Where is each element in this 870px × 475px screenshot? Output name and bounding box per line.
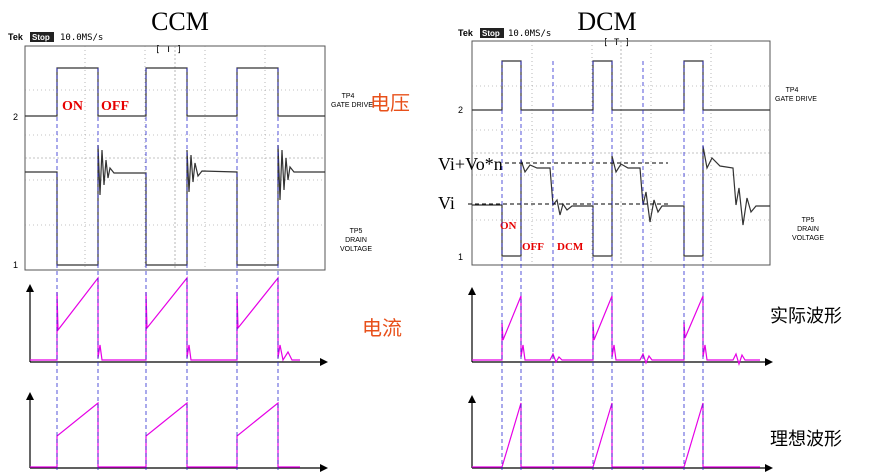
ideal-waveform-label: 理想波形 bbox=[770, 429, 842, 449]
dcm-time-bracket: [ T ] bbox=[603, 38, 630, 48]
voltage-label: 电压 bbox=[370, 92, 410, 115]
ccm-time-bracket: [ T ] bbox=[155, 45, 182, 55]
dcm-stop-label: Stop bbox=[482, 29, 500, 38]
ccm-ch2-marker: 2 bbox=[13, 112, 18, 122]
ccm-gate-trace bbox=[25, 67, 325, 117]
dcm-title: DCM bbox=[577, 7, 636, 36]
vi-vo-label: Vi+Vo*n bbox=[438, 154, 503, 174]
dcm-gate-tp: TP4 bbox=[786, 87, 799, 94]
dcm-drain-l1: DRAIN bbox=[797, 226, 819, 233]
dcm-phase-label: DCM bbox=[557, 241, 584, 253]
dcm-scope-header: Tek Stop 10.0MS/s [ T ] bbox=[458, 28, 630, 48]
ccm-on-label: ON bbox=[62, 99, 83, 114]
ccm-drain-tp: TP5 bbox=[350, 228, 363, 235]
current-label: 电流 bbox=[362, 317, 402, 340]
actual-waveform-label: 实际波形 bbox=[770, 306, 842, 326]
dcm-guides bbox=[501, 61, 704, 470]
ccm-drain-l1: DRAIN bbox=[345, 237, 367, 244]
ccm-drain-trace bbox=[25, 144, 325, 266]
ccm-sample-rate: 10.0MS/s bbox=[60, 33, 103, 43]
dcm-actual-current bbox=[468, 287, 773, 366]
ccm-panel: CCM Tek Stop 10.0MS/s [ T ] 2 1 bbox=[8, 7, 410, 472]
dcm-drain-l2: VOLTAGE bbox=[792, 235, 824, 242]
dcm-on-label: ON bbox=[500, 220, 517, 232]
dcm-sample-rate: 10.0MS/s bbox=[508, 29, 551, 39]
dcm-off-label: OFF bbox=[522, 241, 544, 253]
ccm-drain-l2: VOLTAGE bbox=[340, 246, 372, 253]
ccm-gate-name: GATE DRIVE bbox=[331, 102, 373, 109]
ccm-off-label: OFF bbox=[101, 99, 129, 114]
ccm-ideal-current bbox=[26, 392, 328, 472]
ccm-stop-label: Stop bbox=[32, 33, 50, 42]
dcm-gate-trace bbox=[472, 60, 770, 111]
ccm-actual-current bbox=[26, 276, 328, 366]
ccm-gate-tp: TP4 bbox=[342, 93, 355, 100]
ccm-ch1-marker: 1 bbox=[13, 260, 18, 270]
dcm-ch2-marker: 2 bbox=[458, 105, 463, 115]
ccm-guides bbox=[56, 68, 279, 470]
dcm-tek-label: Tek bbox=[458, 28, 474, 38]
dcm-ideal-current bbox=[468, 395, 773, 472]
dcm-ch1-marker: 1 bbox=[458, 252, 463, 262]
dcm-panel: DCM Tek Stop 10.0MS/s [ T ] 2 1 TP4 GATE… bbox=[438, 7, 842, 472]
dcm-gate-name: GATE DRIVE bbox=[775, 96, 817, 103]
dcm-drain-trace bbox=[472, 145, 770, 257]
ccm-title: CCM bbox=[151, 7, 209, 36]
ccm-scope-header: Tek Stop 10.0MS/s [ T ] bbox=[8, 32, 182, 55]
dcm-graticule bbox=[471, 40, 771, 266]
ccm-graticule bbox=[24, 45, 326, 271]
vi-label: Vi bbox=[438, 193, 455, 213]
dcm-drain-tp: TP5 bbox=[802, 217, 815, 224]
ccm-tek-label: Tek bbox=[8, 32, 24, 42]
